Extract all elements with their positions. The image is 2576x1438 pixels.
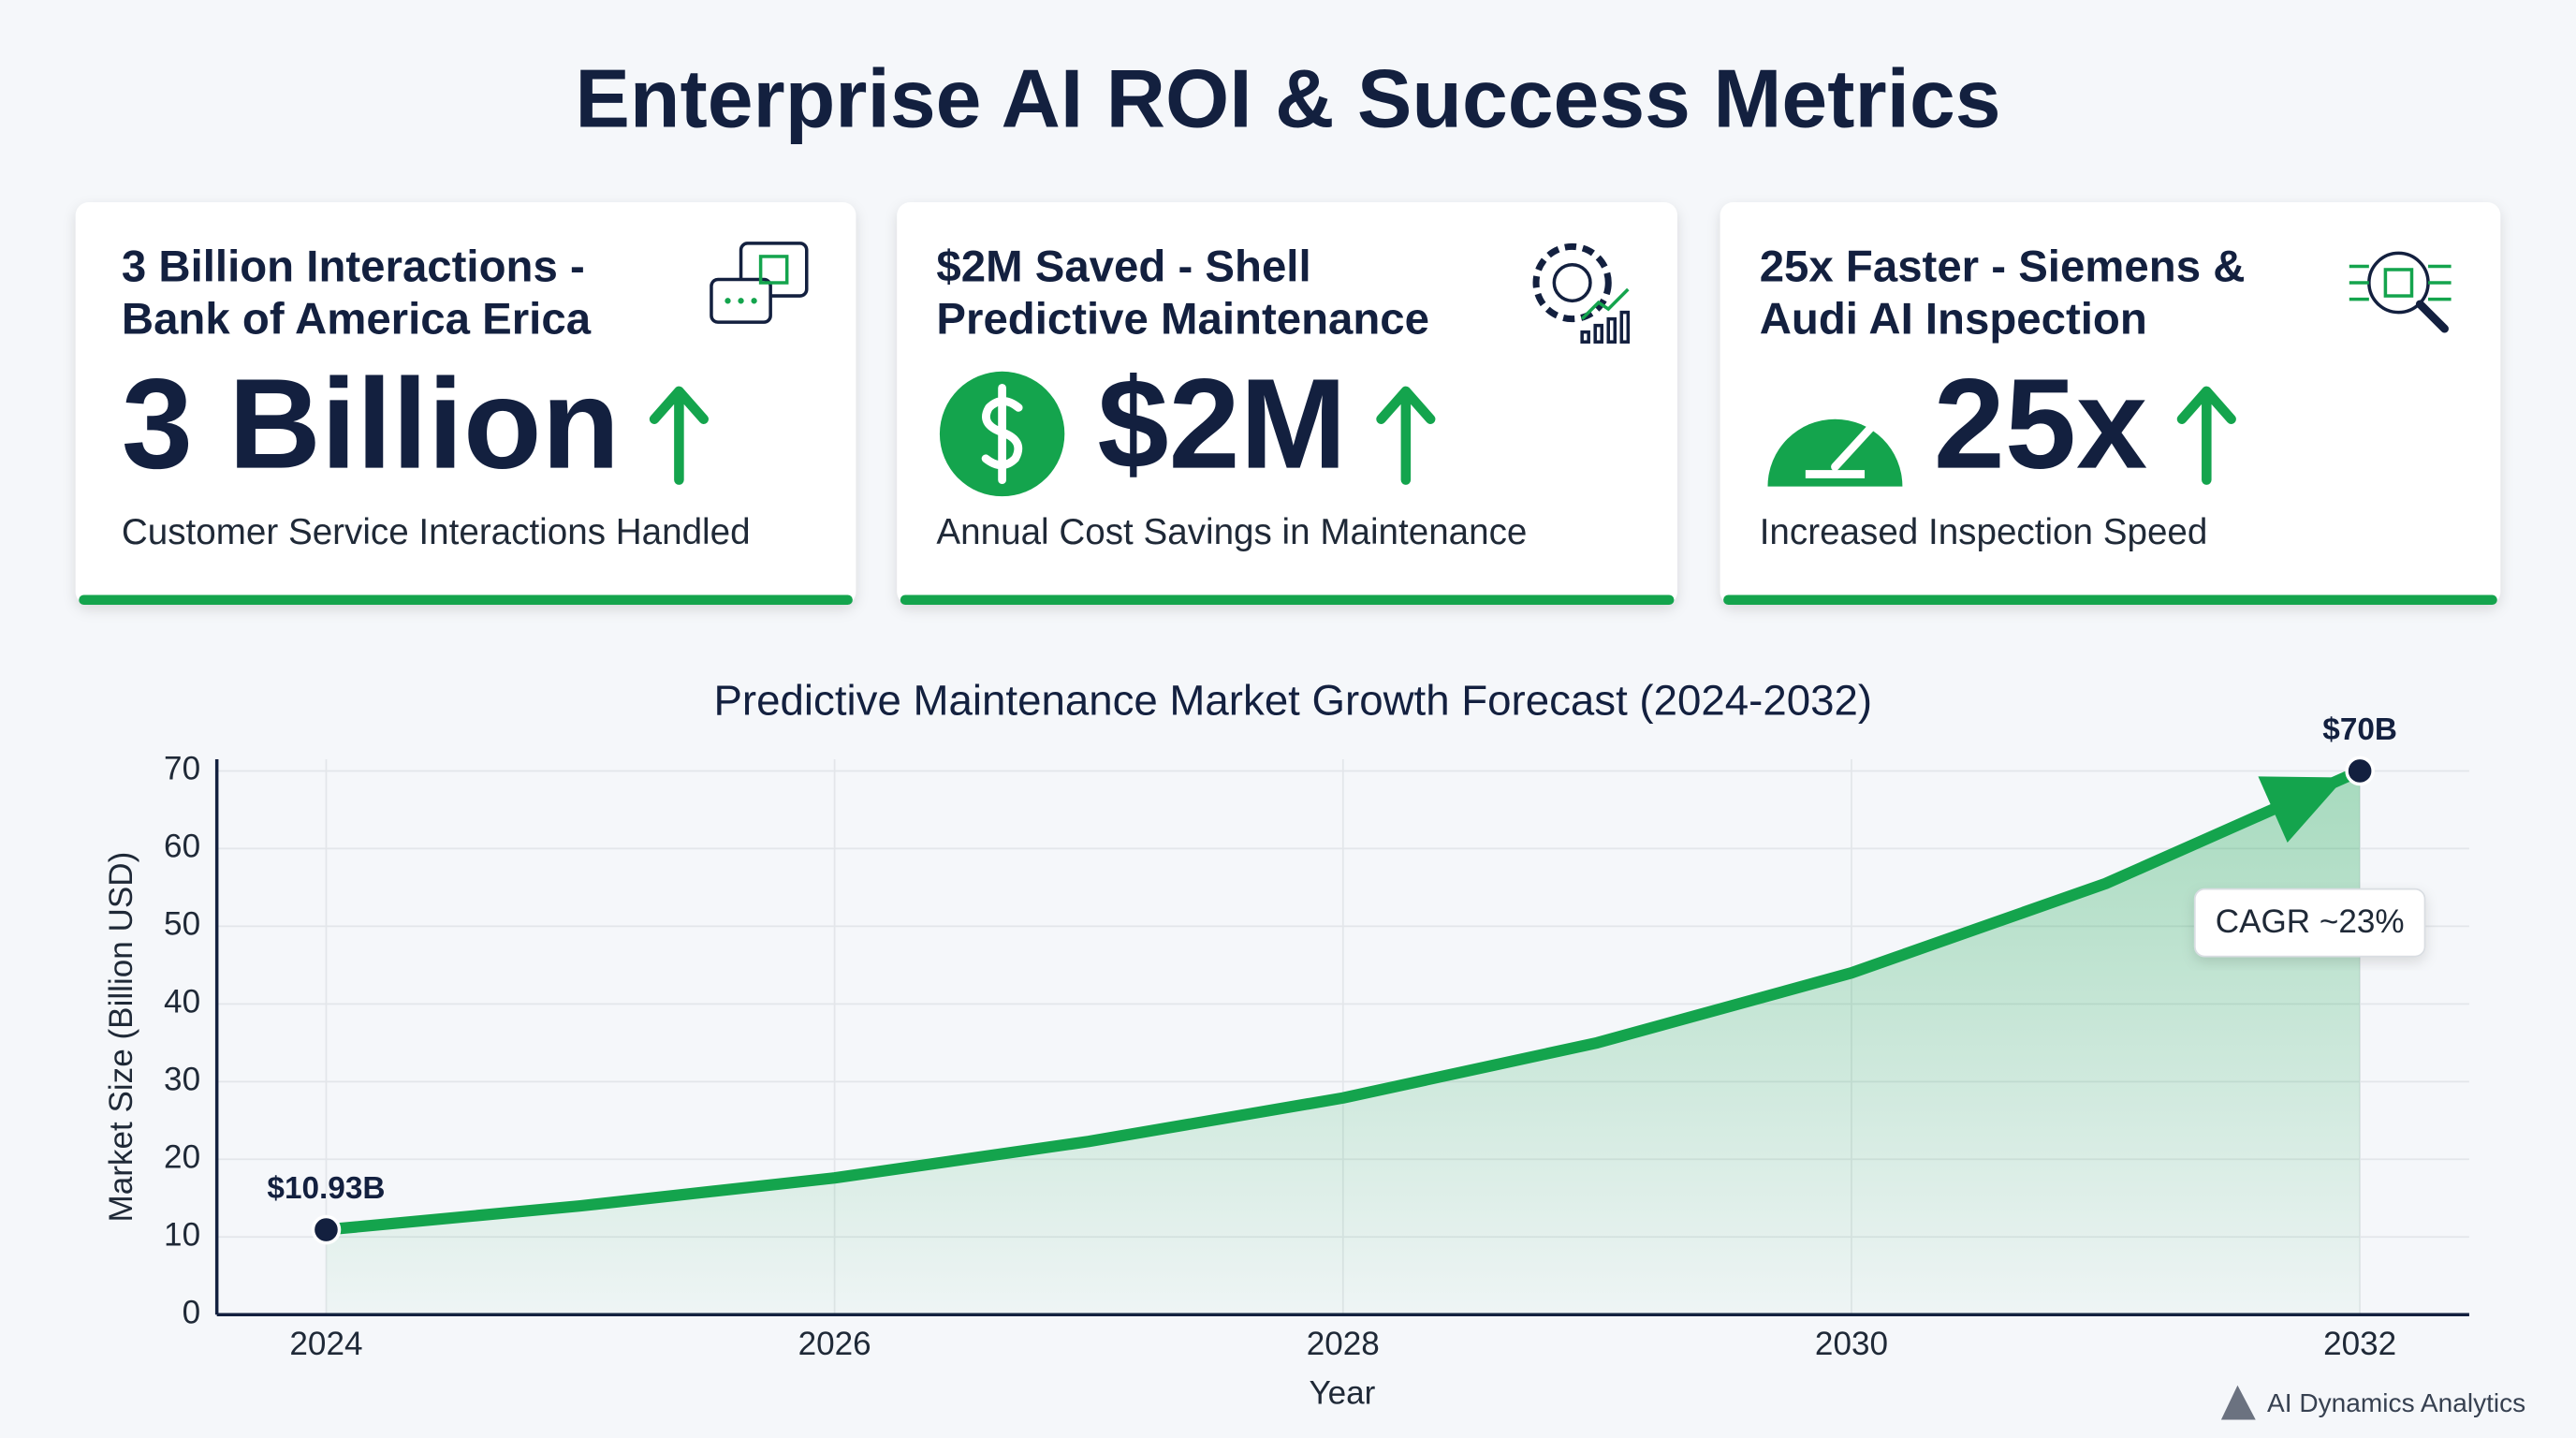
metric-card: 25x Faster - Siemens &Audi AI Inspection…	[1720, 202, 2501, 606]
data-label: $10.93B	[267, 1171, 385, 1206]
y-axis-label: Market Size (Billion USD)	[103, 852, 139, 1223]
page-title: Enterprise AI ROI & Success Metrics	[575, 53, 2000, 145]
icon-shape	[739, 242, 809, 298]
brand-name: AI Dynamics Analytics	[2267, 1388, 2525, 1417]
card-title: Bank of America Erica	[122, 295, 592, 345]
icon-bar	[1606, 316, 1617, 344]
card-title: 25x Faster - Siemens &	[1760, 242, 2246, 291]
annotation-box	[2193, 888, 2426, 958]
x-tick-label: 2026	[798, 1326, 871, 1362]
icon-shape	[1552, 262, 1592, 303]
card-bg	[897, 202, 1677, 606]
card-title: $2M Saved - Shell	[936, 242, 1310, 291]
cards: 3 Billion Interactions -Bank of America …	[75, 202, 2501, 606]
icon-bar	[1580, 330, 1590, 344]
up-arrow	[2176, 386, 2236, 485]
card-bg	[75, 202, 856, 606]
dollar-sign	[981, 383, 1023, 485]
icon-shape	[2383, 268, 2414, 298]
up-arrow	[649, 386, 709, 485]
card-icon	[2349, 251, 2452, 333]
y-tick-label: 40	[164, 984, 200, 1020]
card-bg	[1720, 202, 2501, 606]
annotation: CAGR ~23%	[2193, 888, 2426, 958]
icon-shape	[1580, 287, 1630, 320]
card-accent	[79, 594, 853, 606]
data-label: $70B	[2322, 712, 2397, 747]
card-value: 25x	[1934, 353, 2147, 496]
card-description: Increased Inspection Speed	[1760, 512, 2208, 552]
y-tick-label: 50	[164, 906, 200, 943]
icon-shape	[758, 255, 789, 285]
y-tick-label: 0	[183, 1294, 201, 1330]
y-tick-label: 10	[164, 1217, 200, 1254]
brand-logo: AI Dynamics Analytics	[2220, 1385, 2525, 1420]
x-tick-label: 2030	[1815, 1326, 1888, 1362]
card-icon	[710, 242, 809, 324]
card-icon	[1532, 242, 1631, 344]
y-tick-label: 60	[164, 829, 200, 865]
logo-icon	[2220, 1385, 2256, 1420]
y-tick-label: 20	[164, 1139, 200, 1176]
icon-dot	[751, 298, 757, 304]
chart: Predictive Maintenance Market Growth For…	[103, 676, 2469, 1411]
card-description: Customer Service Interactions Handled	[122, 512, 751, 552]
card-title: Predictive Maintenance	[936, 295, 1429, 345]
icon-bar	[1593, 323, 1603, 344]
card-description: Annual Cost Savings in Maintenance	[936, 512, 1527, 552]
icon-shape	[2415, 300, 2449, 333]
x-tick-label: 2028	[1307, 1326, 1380, 1362]
up-arrow	[1376, 386, 1436, 485]
chart-title: Predictive Maintenance Market Growth For…	[714, 676, 1873, 724]
y-tick-label: 30	[164, 1062, 200, 1098]
icon-dot	[738, 298, 744, 304]
icon-bar	[1619, 310, 1631, 344]
x-tick-label: 2032	[2323, 1326, 2396, 1362]
x-axis-label: Year	[1309, 1374, 1375, 1411]
data-point	[311, 1214, 342, 1245]
card-value: 3 Billion	[122, 353, 620, 496]
metric-card: 3 Billion Interactions -Bank of America …	[75, 202, 856, 606]
gauge-base	[1805, 470, 1866, 478]
card-accent	[1723, 594, 2497, 606]
card-accent	[900, 594, 1675, 606]
card-title: Audi AI Inspection	[1760, 295, 2147, 345]
arrow-head	[2258, 776, 2346, 843]
card-title: 3 Billion Interactions -	[122, 242, 585, 291]
icon-dot	[724, 298, 731, 304]
card-value: $2M	[1097, 353, 1346, 496]
line	[320, 765, 2366, 1236]
y-tick-label: 70	[164, 751, 200, 787]
icon-shape	[1532, 242, 1612, 323]
x-tick-label: 2024	[289, 1326, 362, 1362]
annotation-text: CAGR ~23%	[2216, 903, 2405, 940]
data-point	[2345, 756, 2375, 786]
gauge-needle	[1831, 423, 1876, 471]
